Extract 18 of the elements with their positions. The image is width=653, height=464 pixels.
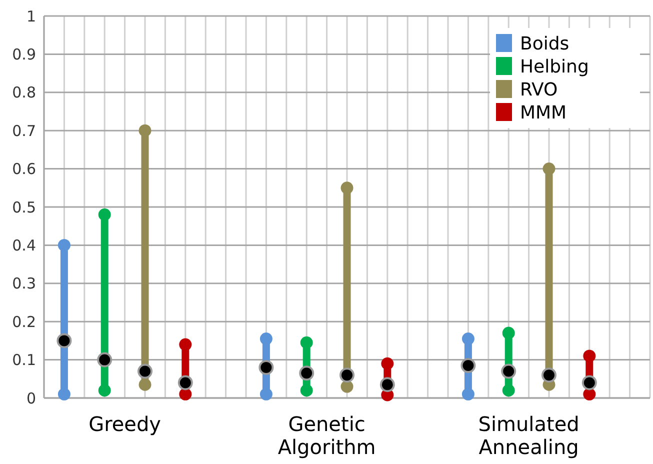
y-tick-label: 0.7 [12, 122, 36, 140]
x-tick-label: Genetic Algorithm [278, 412, 376, 459]
y-tick-label: 0.4 [12, 236, 36, 254]
y-tick-label: 0 [26, 389, 36, 408]
y-tick-label: 1 [26, 7, 36, 26]
y-tick-label: 0.5 [12, 198, 36, 216]
legend-label: Helbing [520, 56, 589, 78]
x-tick-label: Greedy [88, 412, 162, 436]
y-tick-label: 0.2 [12, 312, 36, 331]
y-tick-label: 0.1 [12, 351, 36, 370]
y-tick-label: 0.6 [12, 160, 36, 178]
y-tick-label: 0.9 [12, 45, 36, 64]
legend-label: Boids [520, 33, 570, 54]
legend-label: RVO [520, 79, 558, 100]
legend-label: MMM [520, 102, 567, 124]
y-tick-label: 0.8 [12, 84, 36, 102]
y-tick-label: 0.3 [12, 274, 36, 293]
x-tick-label: Simulated Annealing [478, 412, 580, 459]
